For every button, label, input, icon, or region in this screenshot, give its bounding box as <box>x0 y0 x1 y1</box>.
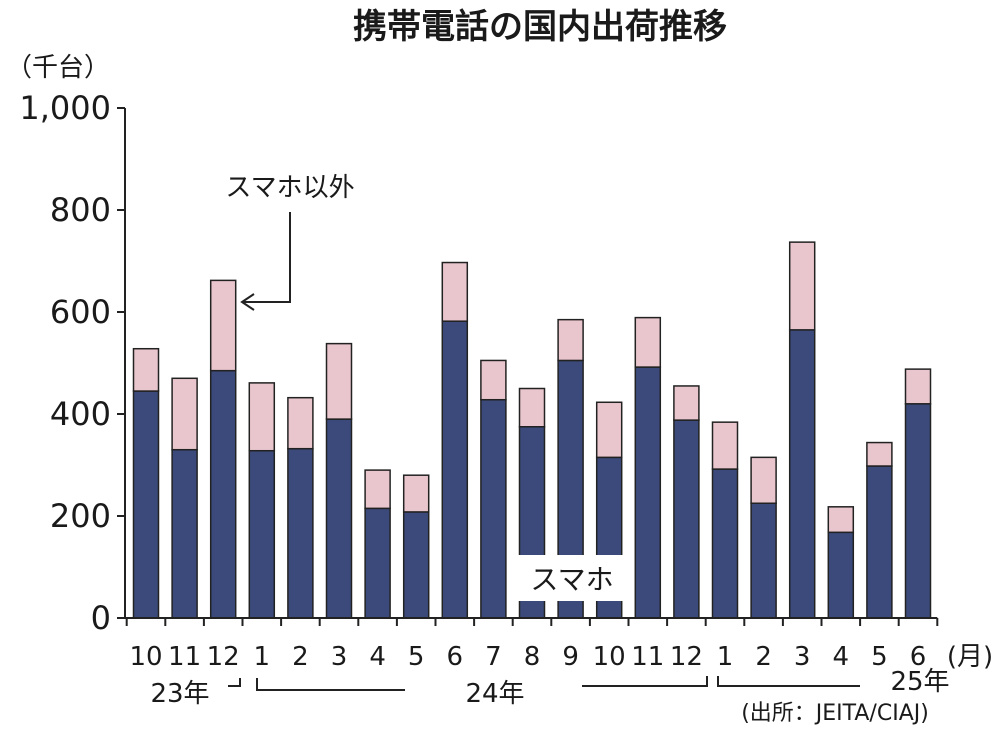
annotation-arrow-line <box>242 212 291 303</box>
bar-other <box>518 387 546 428</box>
y-tick-label: 0 <box>91 599 111 637</box>
y-tick-label: 1,000 <box>19 89 111 127</box>
annotation-smartphone-label: スマホ <box>530 563 613 596</box>
x-tick-label: 6 <box>910 642 927 672</box>
bar-smartphone <box>904 403 932 619</box>
year-label: 23年 <box>150 679 209 709</box>
x-tick-label: 12 <box>670 642 703 672</box>
bar-other <box>750 456 777 505</box>
x-tick-label: 12 <box>207 642 240 672</box>
chart-title: 携帯電話の国内出荷推移 <box>353 7 727 47</box>
x-tick-label: 5 <box>408 642 425 672</box>
x-tick-label: 6 <box>447 642 464 672</box>
x-tick-label: 11 <box>168 642 201 672</box>
x-tick-label: 10 <box>129 642 162 672</box>
bar-smartphone <box>788 329 816 619</box>
bar-smartphone <box>171 448 198 619</box>
source-note: (出所：JEITA/CIAJ) <box>741 701 929 726</box>
y-axis: 0 200 400 600 800 1,000 <box>19 89 126 637</box>
bar-smartphone <box>480 398 507 619</box>
x-tick-label: 11 <box>631 642 664 672</box>
x-tick-label: 1 <box>254 642 271 672</box>
y-tick-label: 400 <box>50 395 111 433</box>
arrow-head <box>240 293 255 311</box>
x-tick-label: 8 <box>524 642 541 672</box>
bar-other <box>402 474 430 513</box>
x-tick-label: 4 <box>833 642 850 672</box>
bar-other <box>171 377 198 451</box>
bar-other <box>673 385 700 421</box>
bar-smartphone <box>248 449 276 619</box>
annotation-smartphone-box <box>518 555 626 601</box>
year-label: 24年 <box>465 679 524 709</box>
bar-other <box>248 382 276 452</box>
x-tick-label: 3 <box>331 642 348 672</box>
bar-smartphone <box>750 502 777 619</box>
bar-smartphone <box>711 468 739 619</box>
bar-smartphone <box>287 447 314 619</box>
year-label: 25年 <box>890 667 949 697</box>
annotation-other-label: スマホ以外 <box>225 173 354 203</box>
bar-other <box>557 318 584 362</box>
bar-smartphone <box>132 390 160 619</box>
bar-smartphone <box>325 418 353 619</box>
bar-other <box>441 261 469 322</box>
bar-other <box>325 342 353 420</box>
x-tick-label: 10 <box>593 642 626 672</box>
bar-smartphone <box>827 531 855 619</box>
bar-other <box>209 279 237 372</box>
x-tick-label: 2 <box>292 642 309 672</box>
y-tick-label: 200 <box>50 497 111 535</box>
x-axis: 10 11 12 1 2 3 4 5 6 7 8 9 10 11 12 1 2 3 4 5 6 (月)23年 24年 25年 <box>125 617 993 709</box>
bar-smartphone <box>402 511 430 619</box>
bar-other <box>827 506 855 534</box>
y-tick-label: 800 <box>50 191 111 229</box>
bar-other <box>364 469 391 510</box>
bar-other <box>595 401 623 459</box>
x-unit-label: (月) <box>947 642 993 672</box>
bar-smartphone <box>209 369 237 619</box>
bar-other <box>866 441 893 467</box>
x-tick-label: 5 <box>871 642 888 672</box>
bar-other <box>634 316 662 368</box>
x-tick-label: 9 <box>562 642 579 672</box>
bar-other <box>711 421 739 470</box>
bar-smartphone <box>441 320 469 619</box>
x-tick-label: 7 <box>485 642 502 672</box>
bar-other <box>904 368 932 405</box>
year-bracket <box>256 678 405 691</box>
bar-smartphone <box>634 366 662 619</box>
bar-other <box>287 396 314 450</box>
x-tick-label: 4 <box>369 642 386 672</box>
y-tick-label: 600 <box>50 293 111 331</box>
bar-other <box>788 241 816 331</box>
bar-smartphone <box>673 419 700 619</box>
bar-smartphone <box>364 507 391 619</box>
bar-other <box>480 359 507 401</box>
bar-other <box>132 347 160 392</box>
x-tick-label: 1 <box>717 642 734 672</box>
year-bracket <box>717 676 860 687</box>
x-tick-label: 2 <box>755 642 772 672</box>
y-axis-unit-label: （千台） <box>6 53 110 83</box>
year-bracket <box>582 676 708 687</box>
bar-smartphone <box>866 465 893 619</box>
x-tick-label: 3 <box>794 642 811 672</box>
year-bracket <box>228 678 241 687</box>
